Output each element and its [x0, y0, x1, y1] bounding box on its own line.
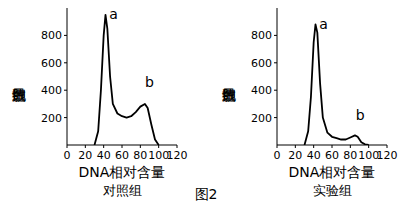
y-axis-label: 细胞数目 — [11, 88, 25, 102]
x-tick — [103, 145, 104, 148]
x-tick-label: 80 — [133, 149, 147, 162]
annotation: b — [356, 107, 365, 123]
y-tick — [64, 117, 67, 118]
plot-area — [95, 15, 159, 145]
y-axis — [277, 8, 278, 145]
x-tick-label: 20 — [78, 149, 92, 162]
x-tick — [332, 145, 333, 148]
x-tick — [85, 145, 86, 148]
annotation: a — [319, 16, 328, 32]
y-tick-label: 400 — [251, 84, 272, 97]
x-axis-label: DNA相对含量 — [79, 164, 166, 180]
y-tick-label: 200 — [251, 112, 272, 125]
x-tick — [140, 145, 141, 148]
x-tick — [368, 145, 369, 148]
x-tick — [295, 145, 296, 148]
chart: 020406080100120200400600800细胞数目DNA相对含量对照… — [11, 6, 188, 198]
y-tick-label: 800 — [251, 29, 272, 42]
x-tick-label: 0 — [274, 149, 281, 162]
x-tick — [67, 145, 68, 148]
x-tick — [387, 145, 388, 148]
annotation: a — [109, 6, 118, 22]
chart-title: 对照组 — [103, 183, 142, 198]
x-tick — [122, 145, 123, 148]
y-tick — [274, 62, 277, 63]
y-tick-label: 800 — [41, 29, 62, 42]
y-tick — [274, 90, 277, 91]
x-tick — [313, 145, 314, 148]
x-tick-label: 40 — [97, 149, 111, 162]
x-tick — [277, 145, 278, 148]
x-tick-label: 0 — [64, 149, 71, 162]
y-tick — [64, 90, 67, 91]
x-tick-label: 40 — [307, 149, 321, 162]
x-tick-label: 120 — [377, 149, 398, 162]
y-axis — [67, 8, 68, 145]
y-tick — [274, 117, 277, 118]
x-tick — [158, 145, 159, 148]
x-tick — [177, 145, 178, 148]
y-tick-label: 600 — [41, 57, 62, 70]
chart: 020406080100120200400600800细胞数目DNA相对含量实验… — [221, 8, 398, 198]
x-tick-label: 20 — [288, 149, 302, 162]
y-tick-label: 600 — [251, 57, 272, 70]
x-tick-label: 60 — [325, 149, 339, 162]
annotation: b — [145, 74, 154, 90]
x-tick — [350, 145, 351, 148]
y-tick — [274, 35, 277, 36]
y-tick-label: 200 — [41, 112, 62, 125]
x-tick-label: 60 — [115, 149, 129, 162]
y-tick-label: 400 — [41, 84, 62, 97]
y-axis-label: 细胞数目 — [221, 88, 235, 102]
curve — [95, 15, 159, 145]
x-axis-label: DNA相对含量 — [289, 164, 376, 180]
figure-caption: 图2 — [195, 186, 218, 202]
x-tick-label: 120 — [167, 149, 188, 162]
curve — [305, 24, 369, 145]
chart-title: 实验组 — [313, 183, 352, 198]
y-tick — [64, 62, 67, 63]
y-tick — [64, 35, 67, 36]
figure: 020406080100120200400600800细胞数目DNA相对含量对照… — [0, 0, 420, 218]
x-tick-label: 80 — [343, 149, 357, 162]
plot-area — [305, 24, 369, 145]
